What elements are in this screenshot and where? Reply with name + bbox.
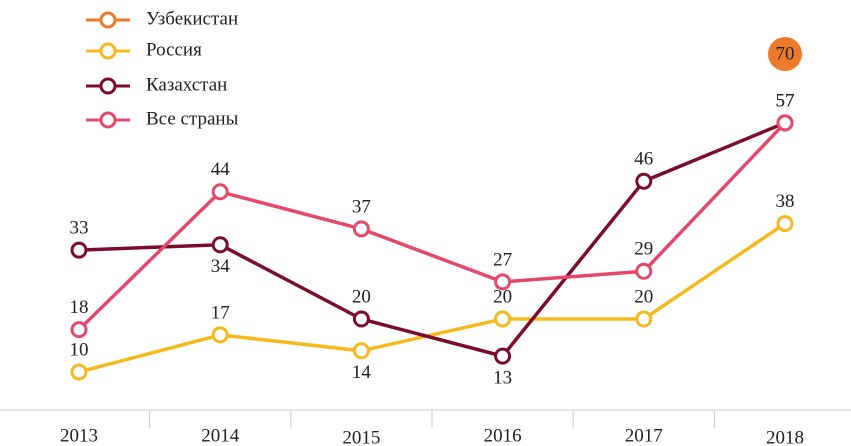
- data-label: 70: [776, 43, 795, 64]
- data-label: 57: [776, 90, 795, 111]
- data-label: 57: [776, 90, 795, 111]
- data-label: 29: [634, 239, 653, 260]
- point: [494, 310, 512, 328]
- data-label: 44: [211, 159, 231, 180]
- series-line: [77, 121, 787, 331]
- x-tick-label: 2015: [342, 427, 380, 446]
- data-label: 27: [493, 249, 512, 270]
- x-tick-label: 2018: [766, 427, 804, 446]
- point: [211, 183, 229, 201]
- data-label: 38: [776, 191, 795, 212]
- legend-label: Казахстан: [146, 74, 227, 95]
- data-label: 17: [211, 302, 230, 323]
- legend-label: Все страны: [146, 108, 239, 129]
- legend-marker: [99, 111, 117, 129]
- data-label: 10: [70, 339, 89, 360]
- point: [776, 114, 794, 132]
- point: [635, 262, 653, 280]
- legend-marker: [99, 11, 117, 29]
- x-tick-label: 2016: [484, 425, 522, 446]
- legend-marker: [99, 77, 117, 95]
- point: [70, 241, 88, 259]
- point: [70, 363, 88, 381]
- data-label: 37: [352, 196, 371, 217]
- data-label: 14: [352, 362, 372, 383]
- point: [768, 37, 802, 71]
- data-label: 18: [70, 297, 89, 318]
- point: [635, 172, 653, 190]
- point: [352, 310, 370, 328]
- legend-marker: [99, 42, 117, 60]
- data-label: 46: [634, 149, 653, 170]
- point: [211, 236, 229, 254]
- legend-label: Узбекистан: [146, 8, 238, 29]
- data-label: 20: [634, 286, 653, 307]
- point: [635, 310, 653, 328]
- point: [211, 326, 229, 344]
- point: [352, 220, 370, 238]
- data-label: 20: [493, 286, 512, 307]
- data-label: 33: [70, 217, 89, 238]
- x-tick-label: 2014: [201, 425, 240, 446]
- data-label: 34: [211, 256, 231, 277]
- x-tick-label: 2017: [625, 425, 663, 446]
- point: [494, 273, 512, 291]
- point: [352, 342, 370, 360]
- point: [776, 215, 794, 233]
- point: [494, 347, 512, 365]
- point: [70, 321, 88, 339]
- data-label: 20: [352, 286, 371, 307]
- series-line: [78, 222, 786, 374]
- data-label: 13: [493, 367, 512, 388]
- series-line: [78, 121, 786, 359]
- x-tick-label: 2013: [60, 425, 98, 446]
- legend-label: Россия: [146, 39, 202, 60]
